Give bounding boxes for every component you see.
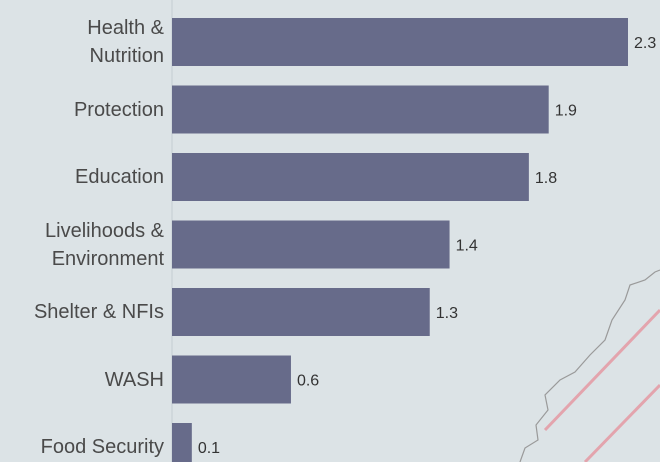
value-label: 2.3 — [634, 35, 656, 52]
map-decoration — [519, 269, 660, 462]
bar — [172, 423, 192, 462]
category-label: Protection — [73, 98, 164, 121]
category-label: Food Security — [40, 436, 164, 458]
value-label: 1.8 — [535, 170, 557, 187]
value-label: 0.6 — [297, 373, 319, 390]
category-label: Education — [75, 166, 164, 188]
bar — [172, 85, 549, 134]
bar — [172, 355, 291, 404]
category-label: Health & Nutrition — [87, 17, 164, 67]
bar — [172, 220, 450, 269]
value-label: 0.1 — [198, 440, 220, 457]
value-label: 1.9 — [555, 103, 577, 120]
value-label: 1.3 — [436, 305, 458, 322]
category-label: WASH — [104, 368, 164, 391]
bar — [172, 153, 529, 201]
category-label: Shelter & NFIs — [33, 301, 164, 323]
bar — [172, 288, 430, 336]
value-label: 1.4 — [456, 238, 478, 255]
bar — [172, 18, 628, 66]
category-label: Livelihoods & Environment — [45, 219, 164, 270]
